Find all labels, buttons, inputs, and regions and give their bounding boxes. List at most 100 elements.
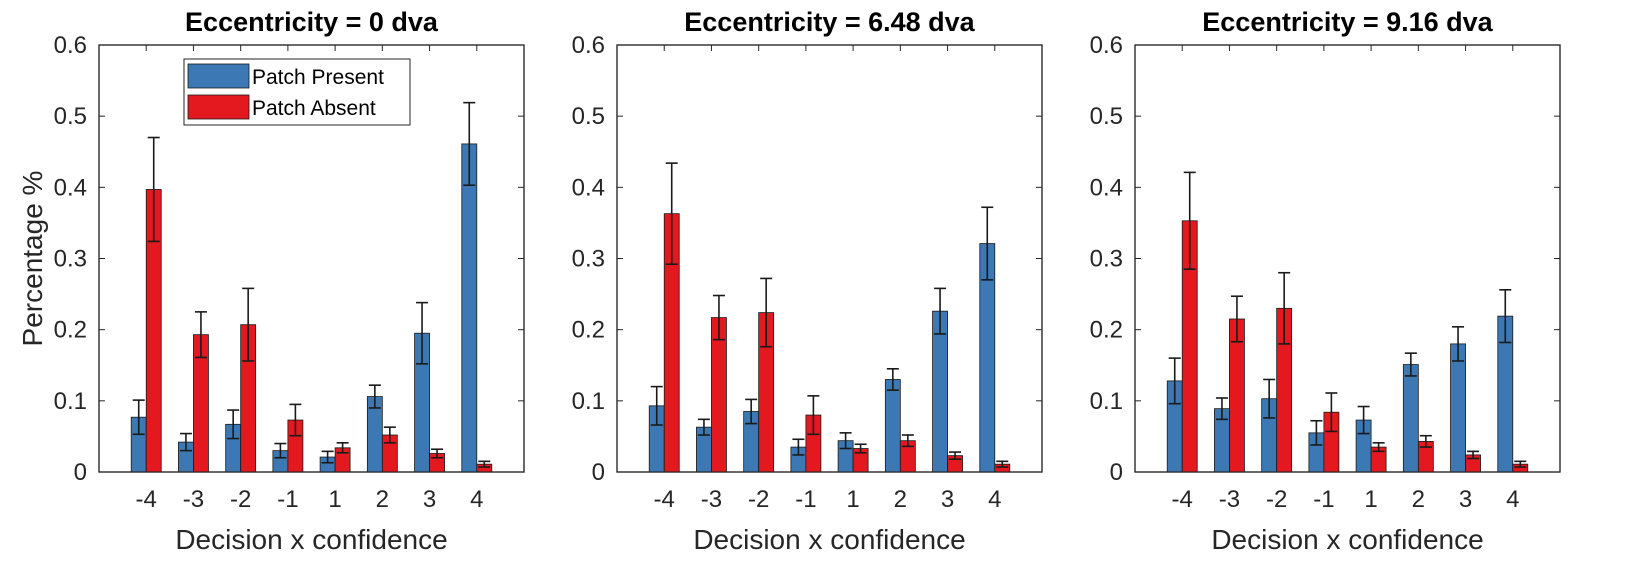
error-bar-patch-present-4 [981, 206, 994, 281]
x-tick-label: 3 [423, 486, 436, 513]
x-tick-label: -3 [701, 486, 722, 513]
y-tick-label: 0.1 [572, 388, 605, 415]
error-bar-patch-present-1 [839, 432, 852, 450]
error-bar-patch-absent-minus-2 [1278, 271, 1291, 345]
y-tick-label: 0 [1110, 459, 1123, 486]
error-bar-patch-present-minus-3 [697, 418, 710, 436]
panel-eccentricity-6-48: Eccentricity = 6.48 dva Decision x confi… [572, 7, 1043, 555]
x-tick-label: -3 [1219, 486, 1240, 513]
error-bar-patch-absent-minus-3 [194, 311, 207, 359]
x-tick-label: -2 [1266, 486, 1287, 513]
plot-border [616, 44, 1043, 473]
x-tick-label: 4 [988, 486, 1001, 513]
error-bar-patch-present-minus-2 [1263, 378, 1276, 419]
bar-patch-present-4 [461, 143, 478, 473]
series-patch-absent [663, 162, 1011, 473]
x-tick-label: 3 [1459, 486, 1472, 513]
plot-border [98, 44, 525, 473]
plot-border [1134, 44, 1561, 473]
bar-patch-present-3 [1450, 343, 1466, 473]
y-tick-label: 0.3 [54, 246, 87, 273]
x-tick-label: -4 [1172, 486, 1193, 513]
legend: Patch Present Patch Absent [183, 58, 411, 126]
error-bar-patch-absent-3 [431, 448, 444, 459]
x-tick-label: -2 [748, 486, 769, 513]
error-bar-patch-absent-minus-2 [760, 277, 773, 348]
x-tick-label: 4 [470, 486, 483, 513]
legend-label-patch-present: Patch Present [252, 66, 384, 89]
error-bar-patch-absent-3 [949, 451, 962, 460]
error-bar-patch-absent-4 [996, 460, 1009, 468]
plot-frame [616, 44, 1043, 473]
x-tick-label: -1 [277, 486, 298, 513]
error-bar-patch-absent-1 [336, 442, 349, 454]
error-bar-patch-present-minus-1 [792, 438, 805, 456]
error-bar-patch-present-1 [1357, 405, 1370, 435]
y-tick-label: 0.1 [54, 388, 87, 415]
x-tick-label: 2 [1412, 486, 1425, 513]
error-bar-patch-absent-1 [854, 443, 867, 454]
error-bar-patch-present-2 [886, 368, 899, 391]
error-bar-patch-present-minus-4 [650, 385, 663, 426]
x-tick-label: 4 [1506, 486, 1519, 513]
series-patch-absent [145, 136, 493, 473]
bar-patch-absent-minus-3 [711, 317, 727, 473]
error-bar-patch-absent-minus-1 [807, 395, 820, 436]
plot-frame [1134, 44, 1561, 473]
error-bar-patch-absent-2 [901, 434, 914, 448]
error-bar-patch-present-2 [368, 384, 381, 409]
error-bar-patch-absent-minus-4 [147, 136, 160, 243]
x-tick-label: 1 [1364, 486, 1377, 513]
x-tick-label: -4 [136, 486, 157, 513]
bar-patch-present-3 [932, 310, 948, 473]
panel-eccentricity-0: Eccentricity = 0 dva Decision x confiden… [17, 7, 525, 555]
error-bar-patch-present-3 [1452, 326, 1465, 362]
error-bar-patch-present-minus-3 [179, 432, 192, 452]
y-tick-label: 0.3 [572, 246, 605, 273]
y-tick-label: 0.2 [572, 317, 605, 344]
x-tick-label: -2 [230, 486, 251, 513]
y-tick-label: 0.4 [1090, 174, 1123, 201]
panel-title: Eccentricity = 9.16 dva [1202, 7, 1493, 37]
error-bar-patch-present-minus-2 [745, 398, 758, 425]
error-bar-patch-absent-3 [1467, 450, 1480, 460]
error-bar-patch-present-minus-1 [274, 442, 287, 459]
y-tick-label: 0.5 [54, 103, 87, 130]
x-tick-label: 2 [376, 486, 389, 513]
x-tick-label: 1 [846, 486, 859, 513]
x-axis-label: Decision x confidence [1211, 524, 1483, 555]
error-bar-patch-absent-minus-3 [1230, 295, 1243, 343]
y-tick-label: 0.4 [572, 174, 605, 201]
error-bar-patch-absent-4 [1514, 460, 1527, 468]
y-tick-label: 0.2 [1090, 317, 1123, 344]
error-bar-patch-present-minus-4 [132, 399, 145, 436]
error-bar-patch-present-minus-2 [227, 409, 240, 440]
error-bar-patch-present-1 [321, 450, 334, 464]
x-tick-label: 1 [328, 486, 341, 513]
x-tick-label: -1 [1313, 486, 1334, 513]
legend-swatch-patch-absent [187, 94, 250, 120]
error-bar-patch-present-3 [416, 301, 429, 365]
series-patch-present [130, 101, 478, 473]
error-bar-patch-absent-1 [1372, 442, 1385, 453]
y-tick-label: 0 [74, 459, 87, 486]
x-tick-label: -4 [654, 486, 675, 513]
y-tick-label: 0.2 [54, 317, 87, 344]
y-tick-label: 0.1 [1090, 388, 1123, 415]
y-tick-label: 0.6 [54, 32, 87, 59]
x-axis-label: Decision x confidence [175, 524, 447, 555]
x-tick-label: -1 [795, 486, 816, 513]
y-axis-label: Percentage % [17, 171, 48, 347]
error-bar-patch-absent-minus-1 [1325, 392, 1338, 433]
error-bar-patch-present-minus-3 [1215, 397, 1228, 421]
error-bar-patch-absent-minus-3 [712, 294, 725, 341]
error-bar-patch-absent-minus-4 [1183, 171, 1196, 270]
error-bar-patch-absent-minus-1 [289, 403, 302, 437]
panel-title: Eccentricity = 0 dva [185, 7, 439, 37]
bar-patch-present-2 [1402, 364, 1419, 473]
x-axis-label: Decision x confidence [693, 524, 965, 555]
bar-patch-present-2 [884, 379, 901, 473]
error-bar-patch-present-minus-1 [1310, 419, 1323, 446]
error-bar-patch-absent-2 [1419, 434, 1432, 448]
